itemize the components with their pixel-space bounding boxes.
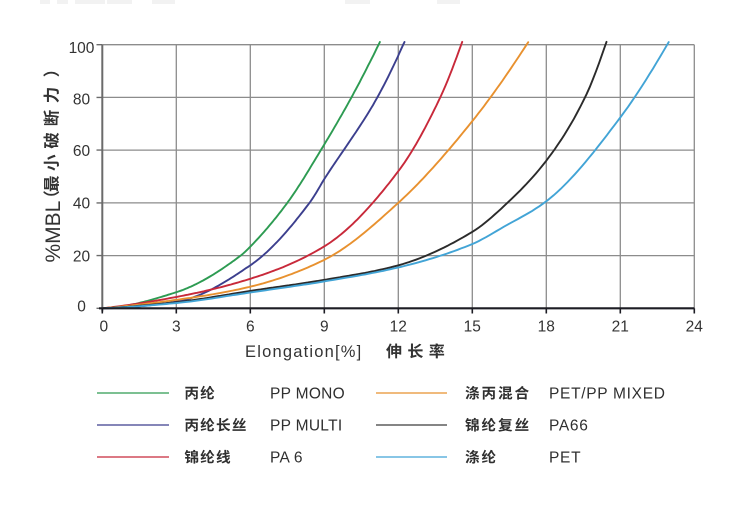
svg-text:40: 40 — [73, 196, 91, 213]
svg-text:15: 15 — [464, 319, 481, 336]
svg-text:100: 100 — [69, 40, 95, 57]
svg-text:PET/PP MIXED: PET/PP MIXED — [549, 386, 666, 403]
svg-text:Elongation[%]: Elongation[%] — [245, 343, 362, 361]
svg-text:PA 6: PA 6 — [270, 450, 303, 467]
svg-text:PP MULTI: PP MULTI — [270, 418, 342, 435]
svg-text:6: 6 — [246, 319, 255, 336]
svg-text:80: 80 — [73, 91, 91, 108]
svg-text:9: 9 — [320, 319, 329, 336]
svg-text:3: 3 — [172, 319, 181, 336]
svg-text:60: 60 — [73, 143, 91, 160]
svg-text:18: 18 — [538, 319, 555, 336]
svg-text:20: 20 — [73, 248, 91, 265]
svg-text:21: 21 — [612, 319, 629, 336]
svg-text:24: 24 — [686, 319, 704, 336]
svg-text:12: 12 — [390, 319, 407, 336]
svg-text:PET: PET — [549, 450, 581, 467]
svg-text:%MBL: %MBL — [42, 201, 65, 263]
svg-text:0: 0 — [99, 319, 108, 336]
svg-text:PA66: PA66 — [549, 418, 589, 435]
svg-text:0: 0 — [77, 299, 86, 316]
svg-text:PP MONO: PP MONO — [270, 386, 345, 403]
